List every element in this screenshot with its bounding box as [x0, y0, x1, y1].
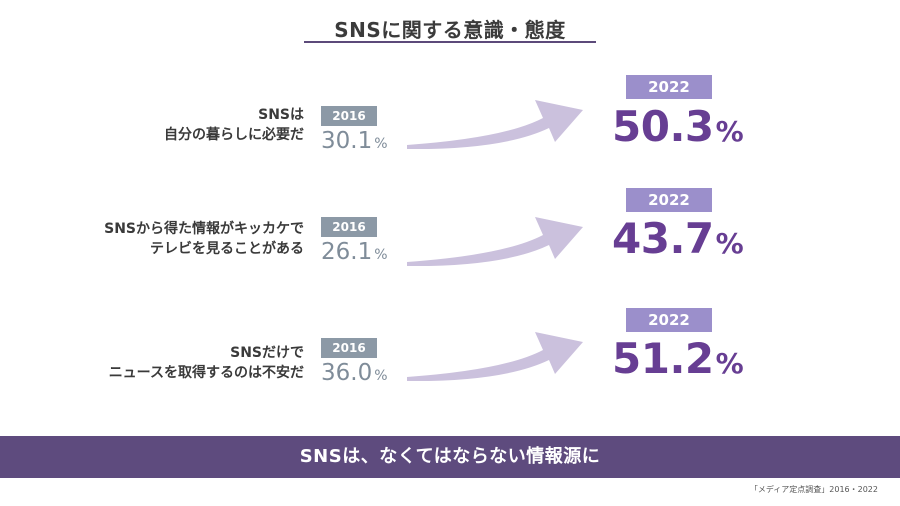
year-badge-2016: 2016 [321, 217, 377, 237]
comparison-row-2: SNSから得た情報がキッカケで テレビを見ることがある 2016 26.1% 2… [0, 186, 900, 296]
chart-title: SNSに関する意識・態度 [334, 18, 566, 42]
row-label: SNSだけで ニュースを取得するのは不安だ [4, 343, 304, 383]
year-badge-2022: 2022 [626, 75, 712, 99]
percent-unit: % [374, 247, 388, 263]
year-badge-2022: 2022 [626, 308, 712, 332]
row-label: SNSは 自分の暮らしに必要だ [4, 105, 304, 145]
value-2022: 50.3% [612, 102, 744, 151]
value-2016: 30.1% [321, 128, 388, 154]
row-label-line1: SNSだけで [230, 345, 304, 361]
source-note: 「メディア定点調査」2016・2022 [749, 485, 878, 494]
value-2016: 36.0% [321, 360, 388, 386]
year-badge-2016: 2016 [321, 338, 377, 358]
row-label-line2: テレビを見ることがある [150, 241, 304, 257]
percent-unit: % [715, 115, 744, 148]
comparison-row-3: SNSだけで ニュースを取得するのは不安だ 2016 36.0% 2022 51… [0, 305, 900, 415]
percent-unit: % [374, 136, 388, 152]
value-2016-number: 36.0 [321, 360, 373, 386]
row-label-line2: 自分の暮らしに必要だ [164, 127, 304, 143]
increase-arrow [407, 217, 583, 267]
row-label-line1: SNSから得た情報がキッカケで [104, 221, 304, 237]
year-badge-2022: 2022 [626, 188, 712, 212]
percent-unit: % [715, 227, 744, 260]
value-2016-number: 26.1 [321, 239, 373, 265]
percent-unit: % [374, 368, 388, 384]
value-2016-number: 30.1 [321, 128, 373, 154]
year-badge-2016: 2016 [321, 106, 377, 126]
value-2022-number: 50.3 [612, 102, 714, 151]
percent-unit: % [715, 347, 744, 380]
value-2022: 43.7% [612, 214, 744, 263]
increase-arrow [407, 100, 583, 150]
value-2016: 26.1% [321, 239, 388, 265]
row-label: SNSから得た情報がキッカケで テレビを見ることがある [4, 219, 304, 259]
increase-arrow [407, 332, 583, 382]
row-label-line1: SNSは [258, 107, 304, 123]
value-2022: 51.2% [612, 334, 744, 383]
comparison-row-1: SNSは 自分の暮らしに必要だ 2016 30.1% 2022 50.3% [0, 72, 900, 182]
conclusion-banner: SNSは、なくてはならない情報源に [0, 436, 900, 478]
title-underline [304, 41, 596, 43]
value-2022-number: 51.2 [612, 334, 714, 383]
row-label-line2: ニュースを取得するのは不安だ [108, 365, 304, 381]
value-2022-number: 43.7 [612, 214, 714, 263]
